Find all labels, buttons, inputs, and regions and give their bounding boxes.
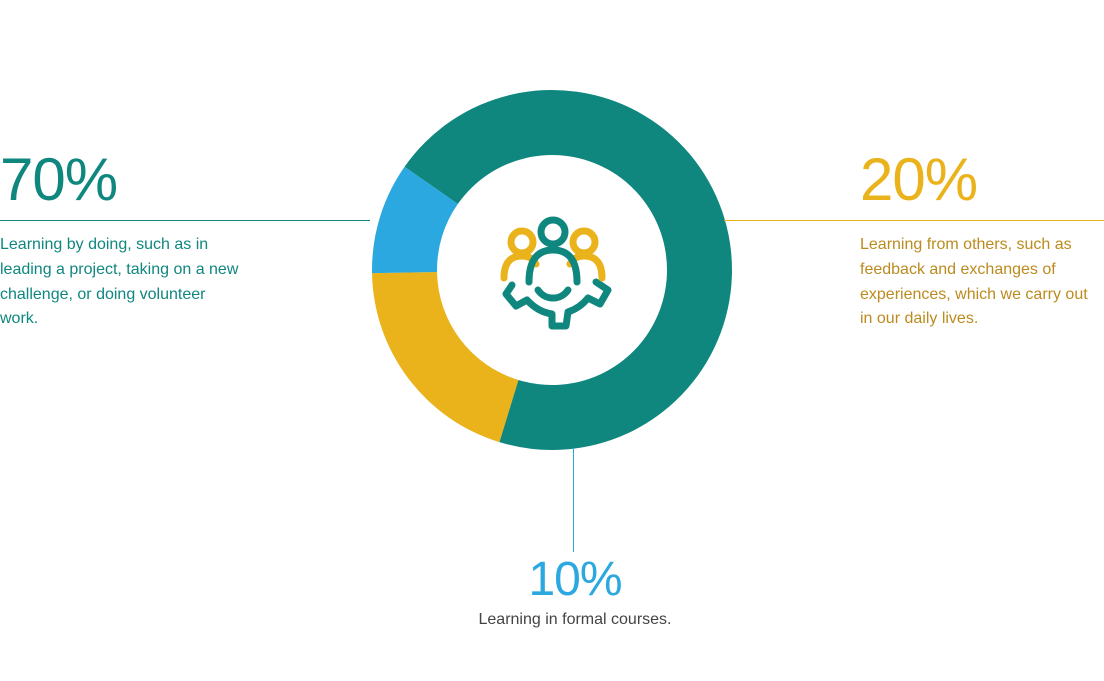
callout-left-description: Learning by doing, such as in leading a … xyxy=(0,233,245,332)
callout-right-description: Learning from others, such as feedback a… xyxy=(860,233,1104,332)
callout-bottom-description: Learning in formal courses. xyxy=(440,608,710,633)
leader-line xyxy=(573,448,574,552)
divider-line xyxy=(0,220,370,221)
infographic-stage: 70% Learning by doing, such as in leadin… xyxy=(0,0,1104,681)
callout-left: 70% Learning by doing, such as in leadin… xyxy=(0,150,245,332)
people-gear-icon xyxy=(472,190,632,350)
divider-line xyxy=(724,220,1104,221)
callout-right: 20% Learning from others, such as feedba… xyxy=(860,150,1104,332)
percent-label-10: 10% xyxy=(528,556,621,604)
percent-label-70: 70% xyxy=(0,150,245,210)
percent-label-20: 20% xyxy=(860,150,1104,210)
callout-bottom: 10% Learning in formal courses. xyxy=(440,556,710,633)
